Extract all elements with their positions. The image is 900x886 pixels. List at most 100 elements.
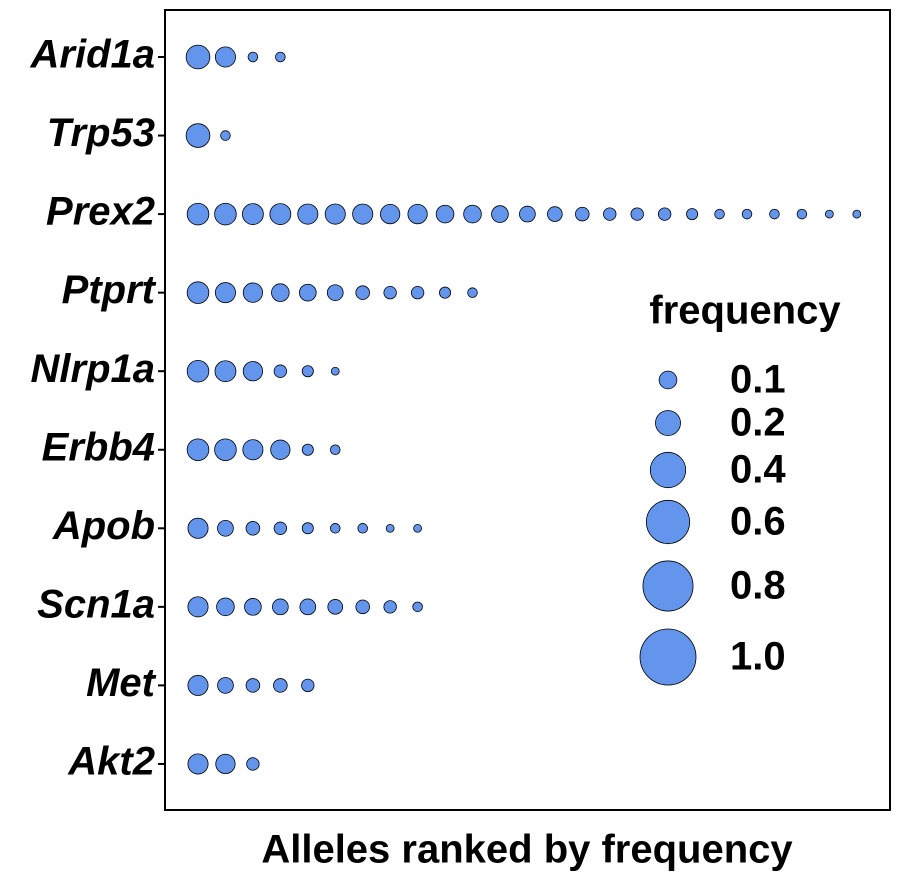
dot — [324, 203, 346, 225]
legend-label: 0.6 — [730, 500, 786, 544]
dot — [355, 599, 370, 615]
dot — [187, 753, 209, 775]
dot — [271, 283, 290, 302]
dot — [463, 204, 482, 224]
y-tick-label: Met — [86, 661, 157, 705]
dot — [186, 281, 210, 304]
dot — [214, 46, 236, 68]
dot — [330, 523, 341, 534]
dot — [491, 205, 509, 223]
dot — [435, 204, 455, 224]
dot — [467, 287, 478, 298]
dot — [385, 523, 395, 533]
dot — [220, 130, 231, 141]
dot — [355, 285, 370, 300]
dot — [769, 208, 780, 220]
dot — [185, 44, 211, 70]
dot — [301, 678, 315, 693]
y-tick-label: Akt2 — [67, 740, 155, 784]
dot — [297, 203, 319, 225]
dot — [187, 674, 209, 696]
dot — [301, 365, 314, 378]
dot — [439, 286, 452, 299]
legend-label: 1.0 — [730, 635, 786, 679]
dot — [187, 517, 209, 539]
y-tick-label: Nlrp1a — [31, 347, 156, 391]
dot — [383, 285, 397, 300]
y-tick-label: Scn1a — [37, 582, 155, 626]
dot — [247, 51, 259, 63]
dot — [352, 203, 374, 225]
dot — [383, 600, 397, 614]
dot — [269, 203, 292, 225]
dot — [547, 206, 563, 222]
dot — [852, 209, 862, 219]
dot — [214, 282, 236, 304]
dot — [657, 207, 672, 221]
dot — [217, 519, 234, 537]
dot — [273, 521, 288, 535]
dot — [216, 597, 235, 617]
legend-label: 0.4 — [730, 448, 786, 492]
dot — [301, 522, 314, 535]
dot — [214, 438, 237, 461]
dot — [245, 678, 261, 693]
dot — [187, 596, 209, 618]
dot — [686, 208, 699, 221]
dot — [242, 282, 263, 303]
dot — [246, 757, 260, 771]
dot — [298, 283, 317, 302]
dot — [407, 204, 428, 225]
dot — [412, 601, 423, 613]
dot — [273, 678, 288, 693]
y-tick-label: Apob — [52, 504, 155, 548]
dot — [186, 202, 210, 226]
dot — [330, 444, 341, 455]
dot — [273, 364, 288, 378]
dot — [242, 361, 263, 382]
dot — [185, 123, 211, 148]
dot — [824, 209, 834, 219]
legend-label: 0.2 — [730, 401, 786, 445]
dot — [714, 208, 725, 220]
dot — [741, 208, 753, 220]
dot — [215, 753, 236, 775]
dot — [299, 598, 317, 616]
dot — [242, 203, 264, 225]
dot — [242, 439, 264, 461]
legend-dot — [645, 499, 691, 545]
y-tick-label: Trp53 — [47, 111, 155, 155]
dot — [245, 521, 261, 536]
x-axis-label: Alleles ranked by frequency — [261, 828, 793, 872]
dot — [301, 443, 314, 456]
dot — [270, 439, 291, 460]
dot — [410, 285, 425, 300]
legend-dot — [655, 410, 681, 436]
legend-dot — [642, 560, 694, 612]
legend-dot — [658, 370, 678, 390]
dot — [327, 599, 344, 615]
legend-label: 0.1 — [730, 358, 786, 402]
legend-title: frequency — [649, 289, 841, 333]
legend-label: 0.8 — [730, 564, 786, 608]
dot — [330, 366, 340, 376]
dot — [519, 205, 536, 223]
dot — [380, 204, 401, 225]
legend-dot — [639, 628, 697, 686]
dot — [630, 207, 644, 221]
dot — [244, 598, 262, 616]
y-tick-label: Erbb4 — [42, 425, 155, 469]
dot — [357, 523, 368, 534]
dot — [275, 51, 286, 63]
dot — [214, 202, 237, 226]
dot — [214, 360, 237, 383]
dot — [217, 677, 234, 694]
y-tick-label: Ptprt — [62, 268, 157, 312]
dot — [186, 438, 210, 461]
dot — [796, 208, 808, 220]
plot-frame — [164, 9, 891, 811]
legend-dot — [649, 451, 687, 489]
dot — [186, 359, 210, 383]
dot — [603, 207, 617, 221]
